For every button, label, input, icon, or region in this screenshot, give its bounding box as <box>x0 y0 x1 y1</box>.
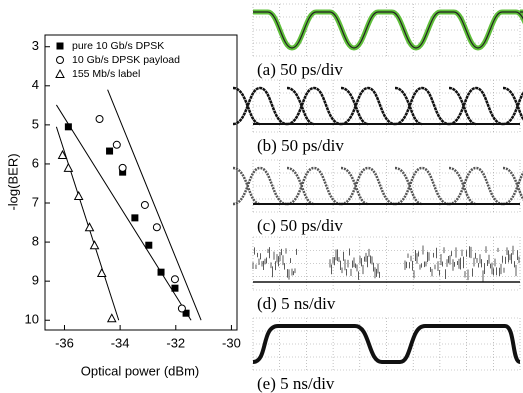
y-tick-label: 3 <box>32 38 39 53</box>
marker-triangle <box>98 269 106 277</box>
legend-label: pure 10 Gb/s DPSK <box>72 40 164 52</box>
x-tick-label: -30 <box>222 335 241 350</box>
marker-square <box>65 123 72 130</box>
marker-triangle <box>108 314 116 322</box>
legend-label: 10 Gb/s DPSK payload <box>72 54 180 66</box>
y-tick-label: 7 <box>32 194 39 209</box>
figure: Optical power (dBm) -log(BER) -36 -34 -32 -… <box>0 0 523 393</box>
marker-circle <box>113 141 120 148</box>
marker-circle <box>57 57 64 64</box>
eye-trace <box>253 326 520 362</box>
x-tick-label: -36 <box>55 335 74 350</box>
legend-label: 155 Mb/s label <box>72 68 140 80</box>
eye-panel: (e) 5 ns/div <box>253 318 520 393</box>
marker-square <box>158 269 165 276</box>
marker-triangle <box>86 223 94 231</box>
marker-square <box>171 285 178 292</box>
marker-triangle <box>56 70 64 78</box>
eye-panel-label: (d) 5 ns/div <box>257 294 336 313</box>
x-tick-label: -34 <box>111 335 130 350</box>
y-tick-label: 6 <box>32 155 39 170</box>
fit-line <box>56 105 191 320</box>
y-axis-label: -log(BER) <box>5 153 20 210</box>
marker-circle <box>178 305 185 312</box>
page: {"chart_data": {"type": "scatter", "x_la… <box>0 0 523 393</box>
marker-circle <box>96 116 103 123</box>
marker-square <box>106 148 113 155</box>
marker-circle <box>119 164 126 171</box>
eye-noise <box>330 249 380 280</box>
eye-panel: (b) 50 ps/div <box>233 80 523 156</box>
marker-triangle <box>75 192 83 200</box>
fit-line <box>108 90 201 321</box>
x-axis-label: Optical power (dBm) <box>81 363 199 378</box>
fit-line <box>56 127 118 320</box>
eye-panel-label: (a) 50 ps/div <box>257 60 343 79</box>
eye-panel: (a) 50 ps/div <box>253 4 523 80</box>
marker-triangle <box>91 241 99 249</box>
y-tick-label: 8 <box>32 234 39 249</box>
eye-panel: (d) 5 ns/div <box>253 237 520 314</box>
marker-circle <box>141 201 148 208</box>
marker-circle <box>153 224 160 231</box>
y-tick-label: 9 <box>32 273 39 288</box>
y-tick-label: 5 <box>32 116 39 131</box>
eye-panel: (c) 50 ps/div <box>233 160 523 236</box>
marker-square <box>145 242 152 249</box>
eye-panel-label: (c) 50 ps/div <box>257 216 343 235</box>
marker-square <box>131 214 138 221</box>
y-tick-label: 4 <box>32 77 39 92</box>
marker-square <box>57 43 64 50</box>
eye-panel-label: (e) 5 ns/div <box>257 374 335 393</box>
eye-panel-label: (b) 50 ps/div <box>257 136 344 155</box>
x-tick-label: -32 <box>166 335 185 350</box>
eye-noise <box>405 245 519 281</box>
y-tick-label: 10 <box>25 312 39 327</box>
marker-circle <box>171 276 178 283</box>
marker-triangle <box>64 164 72 172</box>
